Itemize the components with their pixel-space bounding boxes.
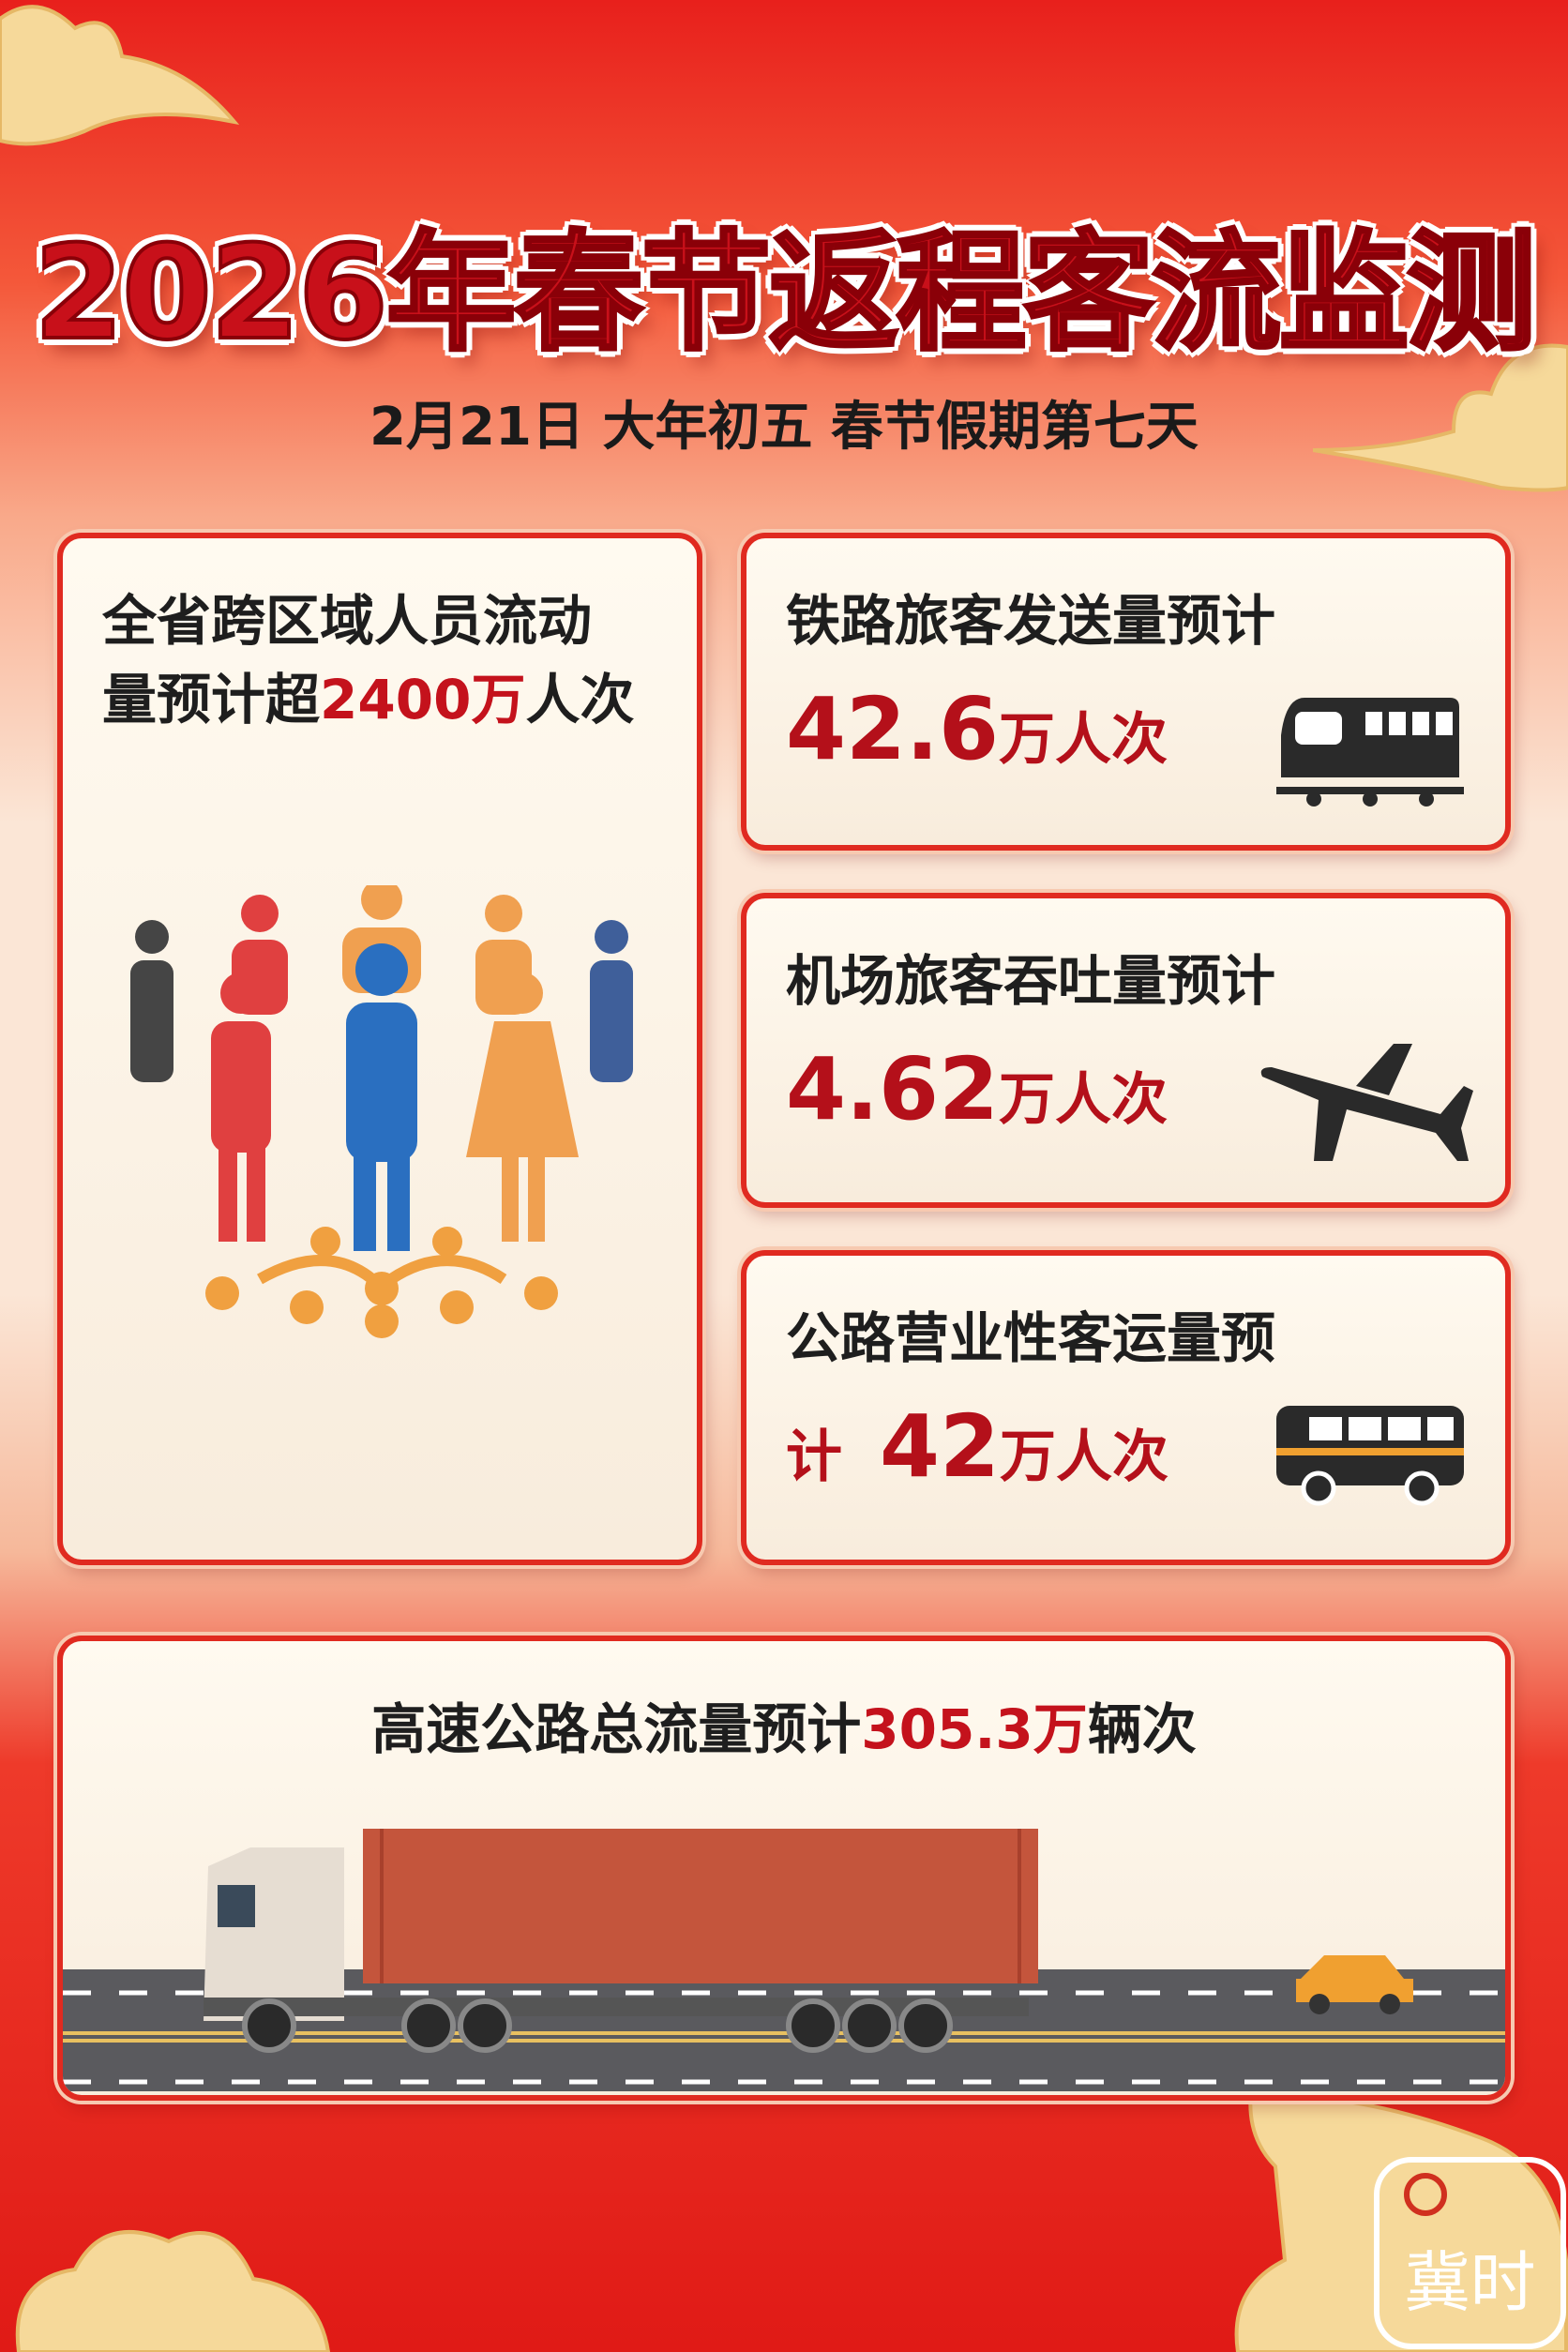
airport-unit: 万人次 [999, 1067, 1168, 1133]
cross-region-value: 2400万 [320, 668, 526, 731]
road-value: 42 [880, 1396, 1001, 1497]
rail-unit: 万人次 [999, 707, 1168, 773]
cross-region-line1: 全省跨区域人员流动 [102, 589, 593, 653]
car-icon [1296, 1955, 1413, 2014]
airport-label: 机场旅客吞吐量预计 [786, 949, 1276, 1013]
road-label: 公路营业性客运量预 [786, 1306, 1276, 1370]
airport-card: 机场旅客吞吐量预计 4.62万人次 [741, 893, 1511, 1208]
road-label-cont: 计 [786, 1425, 842, 1490]
airplane-icon [1260, 1044, 1473, 1161]
highway-value: 305.3万 [861, 1697, 1088, 1761]
highway-prefix: 高速公路总流量预计 [371, 1697, 862, 1761]
train-icon [1276, 698, 1464, 807]
cross-region-flow-card: 全省跨区域人员流动 量预计超2400万人次 [57, 533, 702, 1565]
road-unit: 万人次 [1000, 1425, 1169, 1490]
airport-value: 4.62 [786, 1039, 999, 1139]
road-transport-card: 公路营业性客运量预 计 42万人次 [741, 1250, 1511, 1565]
people-crowd-icon [130, 885, 633, 1338]
highway-road-illustration [63, 1829, 1505, 2091]
highway-suffix: 辆次 [1087, 1697, 1197, 1761]
bus-icon [1276, 1406, 1464, 1506]
highway-card: 高速公路总流量预计305.3万辆次 [57, 1636, 1511, 2101]
rail-value: 42.6 [786, 679, 999, 779]
horse-decoration [1234, 2040, 1568, 2352]
cross-region-suffix: 人次 [525, 668, 635, 731]
rail-card: 铁路旅客发送量预计 42.6万人次 [741, 533, 1511, 851]
watermark-text: 冀时 [1404, 2244, 1536, 2321]
truck-icon [204, 1829, 1038, 2053]
cloud-decoration-top-left [0, 5, 240, 146]
cross-region-prefix: 量预计超 [102, 668, 321, 731]
cloud-decoration-right [1313, 343, 1568, 492]
cloud-decoration-bottom-left [15, 2230, 331, 2352]
watermark-logo: 冀时 [1374, 2157, 1566, 2349]
page-subtitle: 2月21日 大年初五 春节假期第七天 [369, 397, 1199, 458]
page-title: 2026年春节返程客流监测 [32, 216, 1538, 370]
rail-label: 铁路旅客发送量预计 [786, 589, 1276, 653]
